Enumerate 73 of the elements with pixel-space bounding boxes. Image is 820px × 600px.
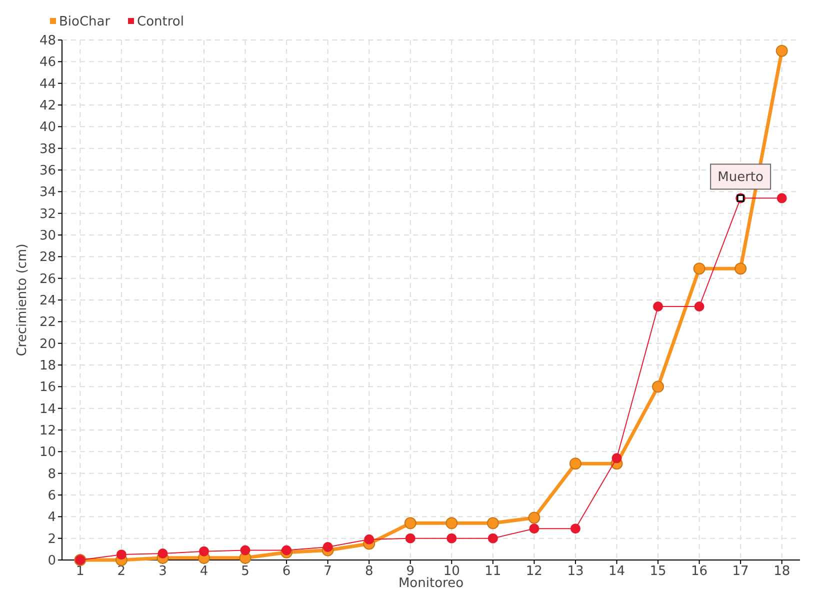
point <box>240 545 250 556</box>
x-tick-label: 13 <box>567 564 584 579</box>
y-tick-label: 8 <box>48 466 56 482</box>
point <box>446 533 457 544</box>
y-tick-label: 12 <box>39 424 56 439</box>
point <box>446 517 458 530</box>
point <box>776 193 787 204</box>
point <box>570 524 580 534</box>
y-tick-label: 14 <box>39 402 56 417</box>
x-tick-label: 11 <box>484 564 502 579</box>
point <box>694 302 704 312</box>
x-tick-label: 3 <box>158 564 167 579</box>
y-tick-label: 4 <box>48 510 56 526</box>
y-tick-label: 18 <box>39 358 56 374</box>
y-tick-label: 48 <box>39 34 56 49</box>
y-tick-label: 16 <box>39 380 56 396</box>
y-tick-label: 10 <box>39 445 56 460</box>
point <box>198 546 209 556</box>
annotation: Muerto <box>718 170 764 186</box>
y-tick-label: 36 <box>39 164 56 179</box>
point <box>529 524 540 534</box>
point <box>569 458 582 470</box>
x-tick-label: 2 <box>117 564 126 579</box>
point <box>486 517 499 530</box>
y-tick-label: 34 <box>39 185 56 200</box>
x-tick-label: 10 <box>443 564 460 579</box>
point <box>116 550 126 560</box>
point <box>776 44 788 57</box>
point <box>322 542 333 552</box>
point <box>653 302 664 312</box>
y-tick-label: 0 <box>48 554 56 569</box>
x-tick-label: 8 <box>364 564 374 579</box>
x-tick-label: 17 <box>732 564 749 579</box>
x-axis-title: Monitoreo <box>398 576 464 591</box>
y-tick-label: 40 <box>39 120 56 136</box>
x-tick-label: 12 <box>526 564 542 579</box>
x-tick-label: 18 <box>774 564 790 579</box>
x-tick-label: 15 <box>650 564 666 579</box>
y-tick-label: 24 <box>39 294 56 309</box>
y-tick-label: 42 <box>39 98 56 114</box>
y-tick-label: 20 <box>39 336 56 352</box>
y-tick-label: 30 <box>39 228 56 244</box>
y-tick-label: 26 <box>39 272 56 287</box>
x-tick-label: 5 <box>241 564 250 579</box>
x-tick-label: 1 <box>76 564 84 579</box>
x-tick-label: 6 <box>282 564 291 579</box>
y-tick-label: 44 <box>39 76 56 92</box>
point <box>693 262 706 275</box>
y-tick-label: 6 <box>48 488 56 504</box>
point <box>652 380 664 393</box>
point <box>282 545 292 556</box>
point <box>528 512 540 524</box>
x-tick-label: 7 <box>324 564 332 579</box>
legend-label: Control <box>137 14 184 30</box>
y-tick-label: 2 <box>48 532 56 547</box>
y-tick-label: 46 <box>39 55 56 70</box>
point <box>734 262 747 275</box>
point <box>158 548 168 558</box>
legend-label: BioChar <box>59 14 111 30</box>
y-tick-label: 22 <box>39 315 56 330</box>
y-tick-label: 38 <box>39 142 56 157</box>
x-tick-label: 14 <box>608 564 626 579</box>
point <box>364 534 374 544</box>
y-tick-label: 32 <box>39 206 56 222</box>
y-tick-label: 28 <box>39 250 56 266</box>
point <box>405 533 416 544</box>
x-tick-label: 4 <box>200 564 208 579</box>
point <box>404 517 416 530</box>
x-tick-label: 9 <box>406 564 415 579</box>
x-tick-label: 16 <box>691 564 708 579</box>
y-axis-title: Crecimiento (cm) <box>15 244 30 356</box>
point <box>488 533 498 544</box>
point <box>612 453 622 464</box>
